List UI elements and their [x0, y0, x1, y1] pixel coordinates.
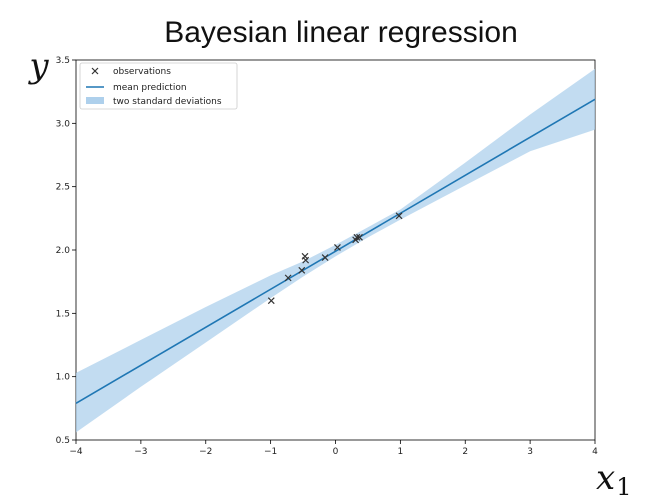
- observation-point: [334, 244, 341, 251]
- mean-prediction-line: [75, 98, 596, 404]
- legend-box: [79, 62, 238, 110]
- x-tick-label: 0: [333, 447, 339, 457]
- observation-point: [298, 266, 306, 274]
- observation-point: [302, 256, 310, 264]
- mean-line-layer: [75, 98, 596, 404]
- y-tick-label: 2.0: [56, 246, 71, 256]
- observation-point: [321, 254, 329, 262]
- x-tick-label: −2: [199, 447, 212, 457]
- x-tick-label: −1: [264, 447, 277, 457]
- observation-point: [353, 233, 361, 241]
- y-axis-label: y: [27, 46, 49, 86]
- observation-point: [356, 233, 363, 241]
- x-axis-label-var: x: [596, 458, 615, 498]
- y-tick-label: 2.5: [56, 183, 70, 193]
- legend-label-mean: mean prediction: [113, 83, 187, 93]
- legend: observations mean prediction two standar…: [79, 62, 238, 110]
- x-tick-label: 3: [527, 447, 533, 457]
- legend-marker-band: [86, 97, 104, 104]
- x-tick-label: −3: [134, 447, 147, 457]
- y-tick-label: 3.5: [56, 56, 70, 66]
- y-tick-label: 1.5: [56, 309, 70, 319]
- x-tick-label: 4: [592, 447, 598, 457]
- observation-point: [395, 212, 403, 220]
- y-tick-label: 1.0: [56, 373, 71, 383]
- chart-title: Bayesian linear regression: [164, 16, 518, 49]
- observation-point: [284, 274, 292, 282]
- y-axis-label-var: y: [27, 46, 49, 86]
- y-tick-label: 0.5: [56, 436, 70, 446]
- legend-label-band: two standard deviations: [113, 97, 222, 107]
- observations-layer: [267, 212, 403, 305]
- x-ticks: −4 −3 −2 −1 0 1 2 3 4: [69, 440, 598, 457]
- legend-marker-observations: [91, 67, 99, 75]
- x-tick-label: −4: [69, 447, 83, 457]
- y-tick-label: 3.0: [56, 119, 71, 129]
- x-tick-label: 1: [398, 447, 404, 457]
- x-axis-label-subscript: 1: [616, 473, 631, 501]
- legend-label-observations: observations: [113, 67, 171, 77]
- x-axis-label: x1: [596, 458, 631, 501]
- x-tick-label: 2: [462, 447, 468, 457]
- y-ticks: 0.5 1.0 1.5 2.0 2.5 3.0 3.5: [56, 56, 76, 446]
- observation-point: [267, 297, 275, 305]
